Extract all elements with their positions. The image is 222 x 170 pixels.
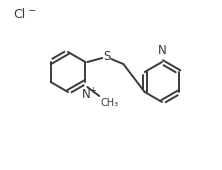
Text: S: S [104, 50, 111, 64]
Text: CH₃: CH₃ [100, 98, 119, 108]
Text: Cl: Cl [13, 8, 25, 21]
Text: N: N [158, 44, 166, 57]
Text: +: + [89, 86, 96, 95]
Text: −: − [28, 6, 36, 16]
Text: N: N [82, 88, 91, 101]
